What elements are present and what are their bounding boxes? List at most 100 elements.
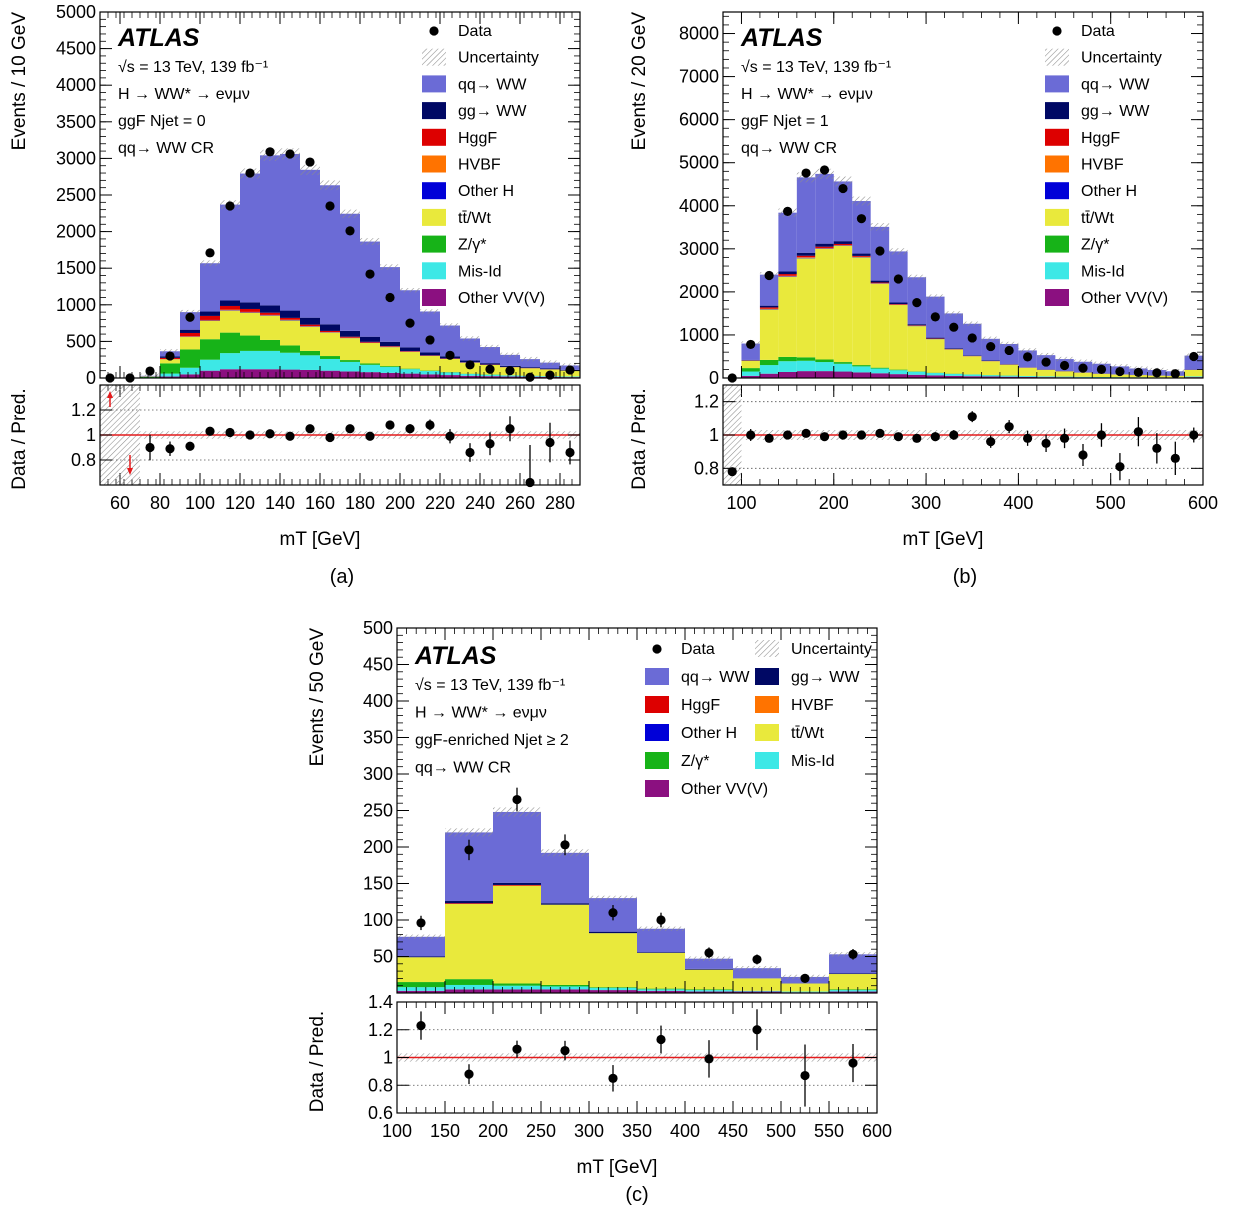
ratio-point: [1004, 422, 1014, 432]
ratio-point: [800, 1070, 810, 1081]
bar-mis-id: [963, 374, 982, 377]
bar-qq-ww: [460, 338, 480, 361]
bar-z-gamma: [829, 989, 877, 991]
x-tick-label: 100: [726, 493, 756, 513]
legend-label-qqWW: qq→ WW: [681, 669, 750, 686]
legend-label-ttWt: tt̄/Wt: [791, 725, 824, 742]
bar-gg-ww: [926, 337, 945, 339]
data-point: [1133, 367, 1143, 378]
bar-z-gamma: [889, 369, 908, 371]
bar-other-vv: [160, 376, 180, 378]
bar-qq-ww: [500, 354, 520, 366]
data-point: [305, 157, 315, 167]
legend-uncertainty-swatch: [755, 640, 779, 657]
legend-label-ggWW: gg→ WW: [458, 103, 527, 120]
data-point: [485, 364, 495, 374]
bar-mis-id: [420, 371, 440, 375]
bar-h-ggf: [320, 330, 340, 333]
legend: Data Uncertainty qq→ WW gg→ WW HggF HVBF Other…: [1045, 23, 1168, 307]
ratio-y-axis-label: Data / Pred.: [9, 388, 30, 489]
uncertainty-band: [400, 288, 420, 293]
bar-gg-ww: [944, 348, 963, 350]
bar-mis-id: [397, 987, 445, 991]
bar-z-gamma: [778, 356, 797, 362]
bar-mis-id: [999, 375, 1019, 377]
bar-h-ggf: [815, 246, 834, 248]
data-point: [425, 335, 435, 345]
bar-ttbar-wt: [400, 351, 420, 369]
bar-ttbar-wt: [160, 359, 180, 364]
legend-label-uncertainty: Uncertainty: [458, 50, 539, 67]
bar-gg-ww: [220, 300, 240, 306]
bar-mis-id: [852, 366, 871, 373]
bar-mis-id: [1018, 376, 1037, 377]
ratio-y-axis-label: Data / Pred.: [629, 388, 650, 489]
bar-ttbar-wt: [240, 312, 260, 336]
y-tick-label: 6000: [679, 110, 719, 130]
bar-h-ggf: [870, 282, 890, 284]
ratio-point: [560, 1045, 570, 1056]
bar-other-vv: [759, 373, 779, 378]
legend-swatch-other-h: [645, 724, 669, 741]
bar-mis-id: [360, 364, 380, 373]
y-tick-label: 100: [363, 910, 393, 930]
ratio-point: [185, 441, 195, 451]
ratio-point: [1023, 433, 1033, 443]
bar-mis-id: [796, 360, 816, 372]
ratio-y-tick-label: 1.4: [368, 992, 393, 1012]
bar-ttbar-wt: [1055, 371, 1074, 377]
y-tick-label: 4500: [56, 39, 96, 59]
ratio-point: [1152, 443, 1162, 453]
bar-mis-id: [781, 991, 829, 993]
ratio-point: [704, 1054, 714, 1064]
bar-qq-ww: [829, 954, 877, 974]
bar-qq-ww: [340, 213, 360, 331]
bar-h-ggf: [493, 884, 541, 886]
bar-other-vv: [796, 371, 816, 378]
info-line: ggF Njet = 1: [741, 113, 829, 130]
bar-other-vv: [815, 371, 834, 378]
info-line: qq→ WW CR: [741, 140, 837, 157]
data-point: [1170, 369, 1180, 379]
bar-z-gamma: [300, 350, 320, 356]
y-tick-label: 5000: [679, 153, 719, 173]
bar-gg-ww: [260, 305, 280, 313]
legend-swatch-other-h: [422, 182, 446, 200]
bar-mis-id: [870, 368, 890, 374]
info-line: √s = 13 TeV, 139 fb⁻¹: [118, 59, 268, 76]
y-tick-label: 3000: [679, 239, 719, 259]
bar-qq-ww: [360, 241, 380, 337]
legend-swatch-h-vbf: [422, 155, 446, 173]
uncertainty-band: [397, 934, 445, 939]
bar-other-vv: [833, 371, 853, 378]
y-axis: 500 1000 1500 2000 2500 3000 3500 4000 4500 5000 0: [56, 2, 580, 388]
bar-h-ggf: [280, 317, 300, 320]
ratio-point: [1133, 427, 1143, 437]
bar-h-ggf: [200, 315, 220, 320]
legend-label-Zgamma: Z/γ*: [1081, 237, 1109, 254]
legend-label-OtherVV: Other VV(V): [681, 781, 768, 798]
data-point: [365, 269, 375, 279]
legend-label-HggF: HggF: [458, 130, 497, 147]
bar-other-vv: [829, 991, 877, 993]
bar-ttbar-wt: [815, 248, 834, 360]
bar-qq-ww: [685, 958, 733, 969]
uncertainty-band: [733, 965, 781, 971]
y-tick-label: 0: [86, 368, 96, 388]
bar-h-vbf: [220, 309, 240, 311]
x-tick-label: 100: [382, 1121, 412, 1141]
legend-swatch-h-vbf: [1045, 155, 1069, 173]
bar-h-ggf: [796, 255, 816, 258]
ratio-point: [464, 1069, 474, 1079]
uncertainty-band: [637, 926, 685, 931]
uncertainty-band: [926, 294, 945, 299]
bar-h-ggf: [240, 308, 260, 312]
bar-z-gamma: [815, 359, 834, 363]
uncertainty-band: [999, 341, 1019, 347]
bar-ttbar-wt: [380, 347, 400, 367]
bar-ttbar-wt: [440, 358, 460, 373]
chart-panel-b: 1000 2000 3000 4000 5000 6000 7000 8000 0 100 200 3…: [620, 0, 1237, 600]
legend-swatch-ttbar-wt: [1045, 208, 1069, 226]
bar-mis-id: [560, 376, 580, 378]
legend: Data Uncertainty qq→ WW gg→ WW HggF HVBF Other…: [645, 640, 872, 798]
